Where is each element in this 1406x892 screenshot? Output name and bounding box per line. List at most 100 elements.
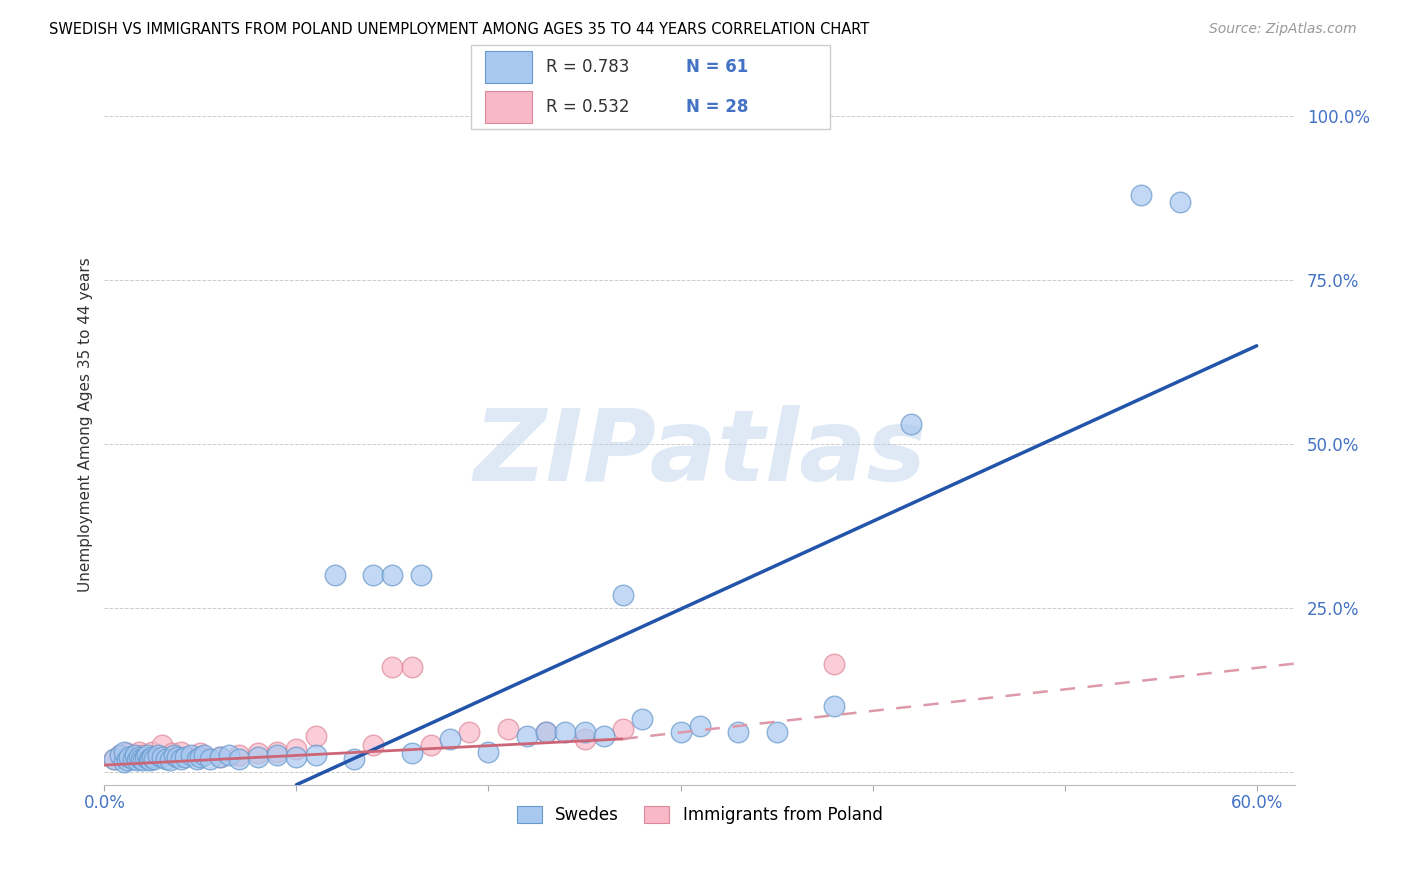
Point <box>117 753 139 767</box>
Point <box>439 731 461 746</box>
Point <box>138 751 160 765</box>
Point <box>381 568 404 582</box>
Point <box>122 751 145 765</box>
Legend: Swedes, Immigrants from Poland: Swedes, Immigrants from Poland <box>510 799 889 830</box>
Point <box>496 722 519 736</box>
Text: R = 0.532: R = 0.532 <box>547 98 630 116</box>
Point <box>419 739 441 753</box>
Point <box>765 725 787 739</box>
Point <box>193 748 215 763</box>
Point <box>143 751 166 765</box>
Point <box>132 753 155 767</box>
Point <box>689 719 711 733</box>
Point <box>228 751 250 765</box>
Point <box>112 745 135 759</box>
Point <box>208 750 231 764</box>
Point <box>118 750 141 764</box>
Point <box>128 750 150 764</box>
Point <box>247 747 270 761</box>
Point <box>285 741 308 756</box>
Point <box>166 750 188 764</box>
Point <box>534 725 557 739</box>
Point <box>139 753 162 767</box>
Point <box>170 745 193 759</box>
Point <box>411 568 433 582</box>
Point <box>554 725 576 739</box>
Point <box>1168 194 1191 209</box>
Point <box>534 725 557 739</box>
Point <box>141 745 163 759</box>
Point <box>122 748 145 763</box>
Point <box>218 748 240 763</box>
Point <box>304 729 326 743</box>
Point <box>103 751 125 765</box>
Point <box>112 750 135 764</box>
Text: Source: ZipAtlas.com: Source: ZipAtlas.com <box>1209 22 1357 37</box>
FancyBboxPatch shape <box>485 52 531 83</box>
Point <box>669 725 692 739</box>
Point <box>304 748 326 763</box>
Point <box>186 751 208 765</box>
Point <box>159 753 181 767</box>
Point <box>343 751 366 765</box>
Point <box>129 751 152 765</box>
Point <box>125 753 148 767</box>
Point <box>135 748 157 763</box>
Text: SWEDISH VS IMMIGRANTS FROM POLAND UNEMPLOYMENT AMONG AGES 35 TO 44 YEARS CORRELA: SWEDISH VS IMMIGRANTS FROM POLAND UNEMPL… <box>49 22 869 37</box>
Point <box>150 739 173 753</box>
Point <box>381 660 404 674</box>
Point <box>1130 188 1153 202</box>
Point <box>228 748 250 763</box>
Point <box>112 755 135 769</box>
Point <box>631 712 654 726</box>
Text: R = 0.783: R = 0.783 <box>547 58 630 76</box>
Point <box>516 729 538 743</box>
Y-axis label: Unemployment Among Ages 35 to 44 years: Unemployment Among Ages 35 to 44 years <box>79 257 93 591</box>
Point <box>900 417 922 432</box>
Point <box>180 748 202 763</box>
Point <box>458 725 481 739</box>
Text: N = 28: N = 28 <box>686 98 748 116</box>
Point <box>247 750 270 764</box>
FancyBboxPatch shape <box>485 91 531 122</box>
Point <box>134 750 156 764</box>
Point <box>612 588 634 602</box>
Point <box>574 731 596 746</box>
Point <box>401 660 423 674</box>
Point <box>727 725 749 739</box>
Point <box>323 568 346 582</box>
Point <box>108 748 131 763</box>
Point <box>190 747 212 761</box>
Point <box>208 750 231 764</box>
Point <box>174 750 197 764</box>
Point <box>103 751 125 765</box>
Point <box>117 747 139 761</box>
Point <box>124 748 146 763</box>
Point <box>823 699 845 714</box>
Point <box>285 750 308 764</box>
Text: ZIPatlas: ZIPatlas <box>474 405 927 501</box>
Point <box>574 725 596 739</box>
Point <box>141 750 163 764</box>
Point <box>190 750 212 764</box>
Point <box>266 748 288 763</box>
Point <box>401 747 423 761</box>
FancyBboxPatch shape <box>471 45 830 129</box>
Point <box>170 751 193 765</box>
Point <box>266 745 288 759</box>
Point <box>823 657 845 671</box>
Point <box>108 748 131 763</box>
Point <box>160 747 183 761</box>
Point <box>612 722 634 736</box>
Point <box>132 748 155 763</box>
Point <box>146 748 169 763</box>
Point <box>198 751 221 765</box>
Point <box>155 751 177 765</box>
Point <box>150 750 173 764</box>
Point <box>162 748 184 763</box>
Text: N = 61: N = 61 <box>686 58 748 76</box>
Point <box>477 745 499 759</box>
Point <box>361 739 384 753</box>
Point <box>128 745 150 759</box>
Point <box>592 729 614 743</box>
